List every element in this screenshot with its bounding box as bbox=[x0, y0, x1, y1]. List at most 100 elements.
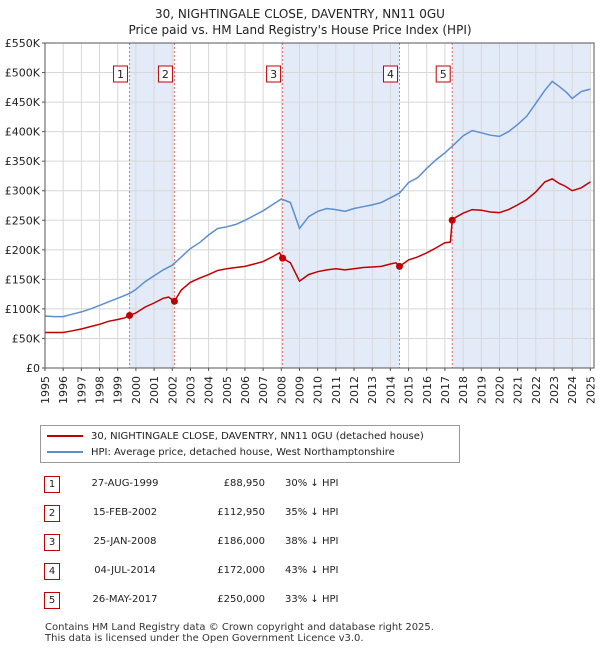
x-tick-label: 2006 bbox=[239, 376, 252, 404]
x-tick-label: 2016 bbox=[421, 376, 434, 404]
y-tick-label: £150K bbox=[5, 273, 41, 286]
transaction-price: £172,000 bbox=[217, 565, 265, 576]
chart-subtitle: Price paid vs. HM Land Registry's House … bbox=[128, 23, 472, 37]
transaction-hpi-diff: 30% ↓ HPI bbox=[285, 478, 339, 489]
y-tick-label: £400K bbox=[5, 126, 41, 139]
x-tick-label: 2010 bbox=[312, 376, 325, 404]
x-tick-label: 2000 bbox=[130, 376, 143, 404]
shaded-range bbox=[452, 43, 591, 368]
y-tick-label: £450K bbox=[5, 96, 41, 109]
transaction-hpi-diff: 38% ↓ HPI bbox=[285, 536, 339, 547]
legend: 30, NIGHTINGALE CLOSE, DAVENTRY, NN11 0G… bbox=[40, 425, 460, 463]
y-tick-label: £50K bbox=[12, 332, 41, 345]
x-tick-label: 2018 bbox=[457, 376, 470, 404]
x-tick-label: 2008 bbox=[275, 376, 288, 404]
sale-label: 4 bbox=[387, 68, 394, 81]
y-tick-label: £550K bbox=[5, 37, 41, 50]
legend-item-property: 30, NIGHTINGALE CLOSE, DAVENTRY, NN11 0G… bbox=[47, 428, 424, 444]
y-tick-label: £0 bbox=[26, 362, 40, 375]
footer-copyright: Contains HM Land Registry data © Crown c… bbox=[45, 622, 434, 633]
sale-point bbox=[395, 262, 403, 270]
transaction-date: 26-MAY-2017 bbox=[92, 594, 158, 605]
x-tick-label: 1995 bbox=[39, 376, 52, 404]
x-tick-label: 2011 bbox=[330, 376, 343, 404]
x-tick-label: 2019 bbox=[475, 376, 488, 404]
table-row: 4 04-JUL-2014 £172,000 43% ↓ HPI bbox=[40, 557, 380, 586]
x-tick-label: 2007 bbox=[257, 376, 270, 404]
sale-point bbox=[170, 297, 178, 305]
sale-label-box bbox=[266, 65, 282, 83]
transactions-table: 1 27-AUG-1999 £88,950 30% ↓ HPI 2 15-FEB… bbox=[40, 470, 380, 615]
x-tick-label: 2013 bbox=[366, 376, 379, 404]
transaction-hpi-diff: 43% ↓ HPI bbox=[285, 565, 339, 576]
transaction-date: 15-FEB-2002 bbox=[92, 507, 158, 518]
x-tick-label: 1998 bbox=[94, 376, 107, 404]
sale-label: 5 bbox=[440, 68, 447, 81]
x-tick-label: 1997 bbox=[75, 376, 88, 404]
hpi-line bbox=[44, 80, 591, 318]
transaction-marker-label: 2 bbox=[44, 505, 60, 522]
x-tick-label: 2023 bbox=[548, 376, 561, 404]
sale-label: 1 bbox=[117, 68, 124, 81]
legend-item-hpi: HPI: Average price, detached house, West… bbox=[47, 444, 395, 460]
x-tick-label: 2024 bbox=[566, 376, 579, 404]
transaction-price: £112,950 bbox=[217, 507, 265, 518]
property-price-line bbox=[45, 178, 591, 334]
y-tick-label: £300K bbox=[5, 185, 41, 198]
transaction-price: £88,950 bbox=[223, 478, 265, 489]
transaction-marker-label: 5 bbox=[44, 592, 60, 609]
sale-point bbox=[448, 216, 456, 224]
x-tick-label: 2002 bbox=[166, 376, 179, 404]
footer: Contains HM Land Registry data © Crown c… bbox=[45, 622, 434, 644]
y-tick-label: £100K bbox=[5, 303, 41, 316]
y-tick-label: £500K bbox=[5, 67, 41, 80]
transaction-date: 25-JAN-2008 bbox=[93, 536, 157, 547]
x-tick-label: 2020 bbox=[493, 376, 506, 404]
x-tick-label: 1999 bbox=[112, 376, 125, 404]
sale-label: 3 bbox=[270, 68, 277, 81]
legend-swatch-property bbox=[47, 435, 83, 437]
x-tick-label: 2021 bbox=[512, 376, 525, 404]
transaction-hpi-diff: 35% ↓ HPI bbox=[285, 507, 339, 518]
x-tick-label: 2003 bbox=[184, 376, 197, 404]
transaction-price: £250,000 bbox=[217, 594, 265, 605]
legend-label-hpi: HPI: Average price, detached house, West… bbox=[91, 446, 395, 458]
table-row: 1 27-AUG-1999 £88,950 30% ↓ HPI bbox=[40, 470, 380, 499]
transaction-date: 27-AUG-1999 bbox=[91, 478, 159, 489]
transaction-hpi-diff: 33% ↓ HPI bbox=[285, 594, 339, 605]
x-tick-label: 2012 bbox=[348, 376, 361, 404]
x-tick-label: 2022 bbox=[530, 376, 543, 404]
x-tick-label: 2025 bbox=[584, 376, 597, 404]
sale-label: 2 bbox=[162, 68, 169, 81]
x-tick-label: 2014 bbox=[384, 376, 397, 404]
sale-point bbox=[279, 254, 287, 262]
sale-label-box bbox=[157, 65, 173, 83]
chart-title: 30, NIGHTINGALE CLOSE, DAVENTRY, NN11 0G… bbox=[155, 7, 445, 21]
legend-label-property: 30, NIGHTINGALE CLOSE, DAVENTRY, NN11 0G… bbox=[91, 430, 424, 442]
x-tick-label: 2009 bbox=[294, 376, 307, 404]
legend-swatch-hpi bbox=[47, 451, 83, 453]
sale-point bbox=[126, 311, 134, 319]
transaction-marker-label: 4 bbox=[44, 563, 60, 580]
y-tick-label: £250K bbox=[5, 214, 41, 227]
y-tick-label: £200K bbox=[5, 244, 41, 257]
shaded-range bbox=[129, 43, 175, 368]
transaction-marker-label: 1 bbox=[44, 476, 60, 493]
x-tick-label: 2004 bbox=[203, 376, 216, 404]
transaction-date: 04-JUL-2014 bbox=[94, 565, 156, 576]
x-tick-label: 2015 bbox=[403, 376, 416, 404]
footer-license: This data is licensed under the Open Gov… bbox=[45, 633, 364, 644]
x-tick-label: 2017 bbox=[439, 376, 452, 404]
x-tick-label: 2001 bbox=[148, 376, 161, 404]
plot-border bbox=[44, 42, 595, 369]
x-tick-label: 2005 bbox=[221, 376, 234, 404]
transaction-price: £186,000 bbox=[217, 536, 265, 547]
table-row: 3 25-JAN-2008 £186,000 38% ↓ HPI bbox=[40, 528, 380, 557]
table-row: 2 15-FEB-2002 £112,950 35% ↓ HPI bbox=[40, 499, 380, 528]
price-chart: 1 2 3 4 5 £0 £50K £100K £150K £200K £250K £300K £350… bbox=[5, 37, 598, 404]
table-row: 5 26-MAY-2017 £250,000 33% ↓ HPI bbox=[40, 586, 380, 615]
sale-label-box bbox=[435, 65, 451, 83]
transaction-marker-label: 3 bbox=[44, 534, 60, 551]
y-tick-label: £350K bbox=[5, 155, 41, 168]
x-tick-label: 1996 bbox=[57, 376, 70, 404]
